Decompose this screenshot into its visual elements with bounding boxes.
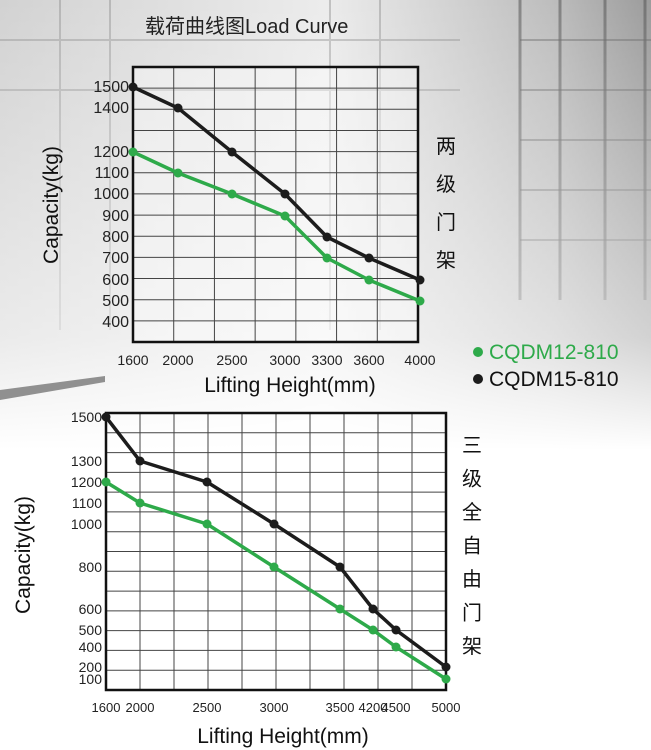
data-point-cqdm12-810 (368, 625, 378, 635)
data-point-cqdm15-810 (280, 189, 290, 199)
y-tick-label: 1400 (93, 100, 129, 117)
data-point-cqdm15-810 (364, 253, 374, 263)
side-label-char: 级 (462, 468, 482, 491)
y-tick-label: 600 (102, 272, 129, 289)
y-tick-label: 1000 (71, 516, 102, 532)
data-point-cqdm12-810 (364, 275, 374, 285)
data-point-cqdm15-810 (128, 82, 138, 92)
data-point-cqdm15-810 (101, 412, 111, 422)
data-point-cqdm15-810 (322, 232, 332, 242)
side-label-char: 架 (462, 635, 482, 658)
side-label-char: 架 (436, 249, 456, 272)
series-line-cqdm15-810 (104, 415, 448, 669)
x-tick-label: 4500 (382, 700, 411, 715)
data-point-cqdm15-810 (368, 604, 378, 614)
data-point-cqdm15-810 (135, 456, 145, 466)
data-point-cqdm12-810 (391, 642, 401, 652)
y-tick-label: 400 (102, 314, 129, 331)
side-label-char: 门 (462, 602, 482, 625)
x-tick-label: 3000 (269, 352, 300, 368)
data-point-cqdm12-810 (322, 253, 332, 263)
y-tick-label: 1200 (93, 144, 129, 161)
y-tick-label: 500 (79, 622, 103, 638)
data-point-cqdm12-810 (227, 189, 237, 199)
data-point-cqdm12-810 (135, 498, 145, 508)
data-point-cqdm12-810 (441, 674, 451, 684)
x-tick-label: 3600 (353, 352, 384, 368)
load-curve-chart-two-stage: 1500 1400 1200 1100 1000 900 800 700 600 500 400 16… (40, 65, 456, 397)
x-tick-label: 4000 (404, 352, 435, 368)
y-axis-label: Capacity(kg) (12, 496, 35, 614)
data-point-cqdm12-810 (269, 562, 279, 572)
series-line-cqdm12-810 (105, 480, 447, 681)
x-tick-label: 2500 (216, 352, 247, 368)
x-tick-label: 2000 (126, 700, 155, 715)
x-tick-label: 3500 (326, 700, 355, 715)
y-tick-label: 100 (79, 671, 103, 687)
data-point-cqdm15-810 (173, 103, 183, 113)
x-axis-label: Lifting Height(mm) (204, 374, 376, 397)
x-tick-label: 2000 (162, 352, 193, 368)
data-point-cqdm15-810 (335, 562, 345, 572)
y-tick-label: 800 (102, 229, 129, 246)
y-tick-label: 1000 (93, 186, 129, 203)
y-tick-label: 700 (102, 250, 129, 267)
plot-frame (131, 65, 420, 344)
legend-label: CQDM12-810 (489, 341, 619, 364)
side-label-char: 全 (462, 501, 482, 524)
legend-label: CQDM15-810 (489, 368, 619, 391)
x-tick-label: 3000 (260, 700, 289, 715)
data-point-cqdm15-810 (269, 519, 279, 529)
x-tick-label: 4200 (359, 700, 388, 715)
data-point-cqdm15-810 (415, 275, 425, 285)
x-tick-label: 1600 (117, 352, 148, 368)
side-label-char: 三 (462, 435, 482, 457)
side-label-char: 两 (436, 136, 456, 158)
plot-area (133, 67, 418, 342)
side-label-char: 门 (436, 211, 456, 234)
y-tick-label: 600 (79, 601, 103, 617)
y-tick-label: 1200 (71, 474, 102, 490)
legend-marker (473, 347, 483, 357)
x-tick-label: 1600 (92, 700, 121, 715)
y-tick-label: 1100 (72, 495, 102, 511)
y-tick-label: 200 (79, 659, 103, 675)
x-axis-label: Lifting Height(mm) (197, 725, 369, 748)
y-tick-label: 1300 (71, 453, 102, 469)
y-tick-label: 500 (102, 293, 129, 310)
chart-title: 载荷曲线图Load Curve (145, 15, 348, 38)
y-axis-label: Capacity(kg) (40, 146, 63, 264)
y-tick-label: 1500 (71, 409, 102, 425)
data-point-cqdm15-810 (441, 662, 451, 672)
x-tick-label: 2500 (193, 700, 222, 715)
side-label-char: 由 (462, 568, 482, 591)
side-label-char: 自 (462, 535, 482, 558)
legend: CQDM12-810 CQDM15-810 (473, 341, 619, 391)
data-point-cqdm12-810 (173, 168, 183, 178)
legend-marker (473, 374, 483, 384)
x-tick-label: 3300 (311, 352, 342, 368)
data-point-cqdm15-810 (227, 147, 237, 157)
x-tick-label: 5000 (432, 700, 461, 715)
data-point-cqdm12-810 (202, 519, 212, 529)
data-point-cqdm12-810 (128, 147, 138, 157)
side-label-char: 级 (436, 173, 456, 196)
data-point-cqdm15-810 (202, 477, 212, 487)
data-point-cqdm15-810 (391, 625, 401, 635)
y-tick-label: 800 (79, 559, 103, 575)
data-point-cqdm12-810 (101, 477, 111, 487)
data-point-cqdm12-810 (335, 604, 345, 614)
y-tick-label: 1100 (95, 165, 130, 182)
data-point-cqdm12-810 (280, 211, 290, 221)
y-tick-label: 1500 (93, 79, 129, 96)
y-tick-label: 900 (102, 208, 129, 225)
plot-frame (104, 411, 448, 692)
data-point-cqdm12-810 (415, 296, 425, 306)
y-tick-label: 400 (79, 639, 103, 655)
